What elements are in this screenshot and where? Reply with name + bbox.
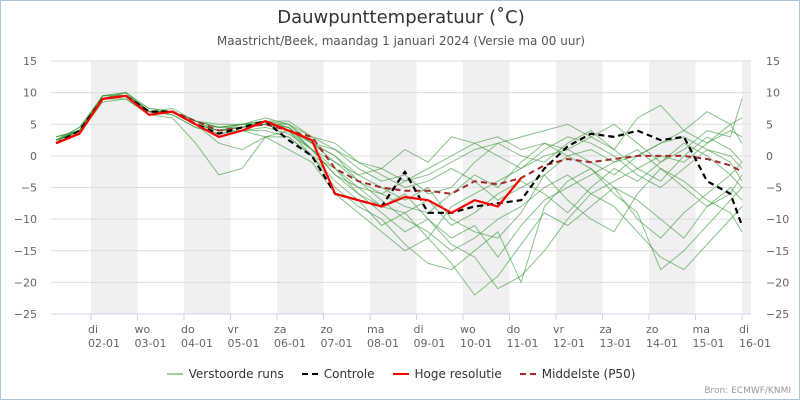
x-tick-weekday: di	[88, 323, 98, 336]
x-tick-date: 13-01	[600, 337, 632, 350]
x-tick-date: 03-01	[135, 337, 167, 350]
y-tick-label-right: −5	[766, 182, 782, 195]
x-tick-date: 15-01	[693, 337, 725, 350]
x-tick-weekday: za	[600, 323, 613, 336]
legend-item-ensemble[interactable]: Verstoorde runs	[166, 367, 284, 381]
y-tick-label-right: 5	[766, 118, 773, 131]
x-tick-date: 07-01	[321, 337, 353, 350]
chart-subtitle: Maastricht/Beek, maandag 1 januari 2024 …	[216, 34, 586, 48]
x-tick-weekday: za	[274, 323, 287, 336]
x-tick-date: 04-01	[181, 337, 213, 350]
y-tick-label-left: 15	[23, 55, 37, 68]
y-tick-label-right: −20	[766, 276, 789, 289]
legend-label: Controle	[323, 367, 375, 381]
legend-swatch-ensemble	[166, 373, 183, 375]
x-tick-date: 10-01	[460, 337, 492, 350]
y-tick-label-left: 10	[23, 87, 37, 100]
legend-label: Verstoorde runs	[188, 367, 284, 381]
hires-line	[55, 94, 522, 214]
x-tick-date: 11-01	[507, 337, 539, 350]
x-tick-date: 12-01	[553, 337, 585, 350]
y-tick-label-right: −10	[766, 213, 789, 226]
legend-label: Hoge resolutie	[414, 367, 502, 381]
x-tick-weekday: ma	[693, 323, 710, 336]
ensemble-member-line	[55, 95, 743, 258]
x-tick-weekday: do	[507, 323, 521, 336]
y-tick-label-left: −10	[14, 213, 37, 226]
x-tick-weekday: ma	[367, 323, 384, 336]
y-tick-label-left: 5	[30, 118, 37, 131]
chart-title: Dauwpunttemperatuur (˚C)	[277, 7, 525, 28]
x-tick-date: 06-01	[274, 337, 306, 350]
x-tick-weekday: vr	[553, 323, 565, 336]
legend-swatch-control	[301, 373, 318, 375]
legend-label: Middelste (P50)	[541, 367, 636, 381]
y-tick-label-left: −20	[14, 276, 37, 289]
x-tick-weekday: di	[739, 323, 749, 336]
x-tick-date: 08-01	[367, 337, 399, 350]
x-tick-date: 02-01	[88, 337, 120, 350]
x-tick-weekday: zo	[646, 323, 659, 336]
y-tick-label-right: 10	[766, 87, 780, 100]
legend-swatch-p50	[519, 373, 536, 375]
x-tick-weekday: zo	[321, 323, 334, 336]
x-tick-date: 05-01	[228, 337, 260, 350]
ensemble-member-line	[55, 98, 743, 283]
y-tick-label-left: −25	[14, 308, 37, 321]
y-tick-label-left: 0	[30, 150, 37, 163]
y-tick-label-right: −25	[766, 308, 789, 321]
y-tick-label-right: 15	[766, 55, 780, 68]
x-tick-date: 14-01	[646, 337, 678, 350]
x-tick-weekday: wo	[460, 323, 476, 336]
y-tick-label-left: −15	[14, 245, 37, 258]
legend-item-p50[interactable]: Middelste (P50)	[519, 367, 636, 381]
x-tick-weekday: wo	[135, 323, 151, 336]
x-tick-date: 09-01	[414, 337, 446, 350]
x-tick-weekday: di	[414, 323, 424, 336]
legend-swatch-hires	[392, 373, 409, 375]
x-tick-weekday: do	[181, 323, 195, 336]
y-tick-label-right: −15	[766, 245, 789, 258]
source-credit: Bron: ECMWF/KNMI	[704, 386, 791, 396]
x-tick-date: 16-01	[739, 337, 771, 350]
x-tick-weekday: vr	[228, 323, 240, 336]
legend-item-hires[interactable]: Hoge resolutie	[392, 367, 502, 381]
y-tick-label-left: −5	[21, 182, 37, 195]
legend: Verstoorde runs Controle Hoge resolutie …	[1, 367, 799, 381]
y-tick-label-right: 0	[766, 150, 773, 163]
legend-item-control[interactable]: Controle	[301, 367, 375, 381]
